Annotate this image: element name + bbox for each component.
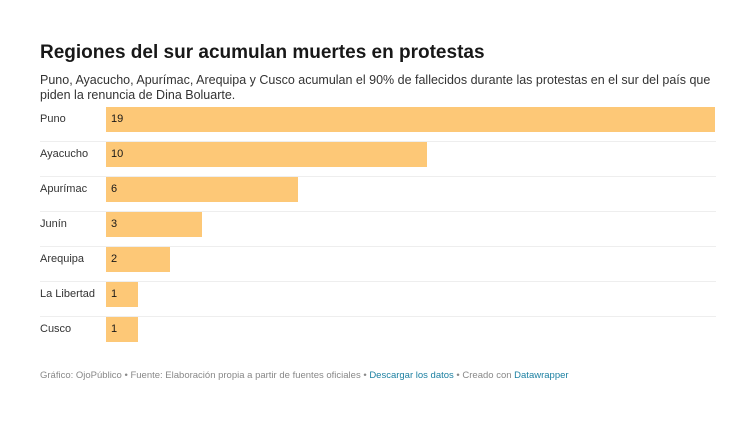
bar [106, 282, 138, 307]
bar-track: 3 [106, 212, 715, 237]
download-data-link[interactable]: Descargar los datos [369, 370, 454, 381]
bar-category-label: Arequipa [40, 253, 85, 265]
bar-row: Puno 19 [40, 107, 716, 142]
bar [106, 212, 202, 237]
bar-category-label: Ayacucho [40, 148, 89, 160]
chart-subtitle: Puno, Ayacucho, Apurímac, Arequipa y Cus… [40, 73, 711, 102]
bar [106, 317, 138, 342]
bar-category-label: Apurímac [40, 183, 88, 195]
bar-value-label: 3 [111, 218, 118, 230]
bar-row: Arequipa 2 [40, 247, 716, 282]
datawrapper-link[interactable]: Datawrapper [514, 370, 569, 381]
bar-category-label: La Libertad [40, 288, 96, 300]
bar-row: Ayacucho 10 [40, 142, 716, 177]
bar-value-label: 2 [111, 253, 118, 265]
bar-category-label: Junín [40, 218, 67, 230]
bar-row: Junín 3 [40, 212, 716, 247]
bar-track: 1 [106, 282, 715, 307]
chart-footer: Gráfico: OjoPúblico • Fuente: Elaboració… [40, 370, 569, 381]
bar-value-label: 1 [111, 288, 118, 300]
bar-value-label: 6 [111, 183, 118, 195]
bar [106, 247, 170, 272]
bar-category-label: Cusco [40, 323, 72, 335]
bar-row: Apurímac 6 [40, 177, 716, 212]
footer-credit: Gráfico: OjoPúblico • Fuente: Elaboració… [40, 370, 370, 381]
chart-container: Regiones del sur acumulan muertes en pro… [40, 40, 716, 352]
bar-value-label: 1 [111, 323, 118, 335]
bar-value-label: 10 [111, 148, 124, 160]
bar-track: 1 [106, 317, 715, 342]
bar-row: Cusco 1 [40, 317, 716, 352]
bar-category-label: Puno [40, 113, 66, 125]
bar [106, 142, 427, 167]
bar-track: 6 [106, 177, 715, 202]
footer-created-text: • Creado con [453, 370, 515, 381]
chart-title: Regiones del sur acumulan muertes en pro… [40, 42, 485, 63]
bar-track: 19 [106, 107, 715, 132]
bar-track: 2 [106, 247, 715, 272]
bar-track: 10 [106, 142, 715, 167]
bar [106, 177, 298, 202]
bar-chart: Puno 19 Ayacucho 10 Apurímac 6 Junín 3 Arequipa 2… [40, 107, 716, 352]
bar-row: La Libertad 1 [40, 282, 716, 317]
bar-value-label: 19 [111, 113, 124, 125]
bar [106, 107, 715, 132]
